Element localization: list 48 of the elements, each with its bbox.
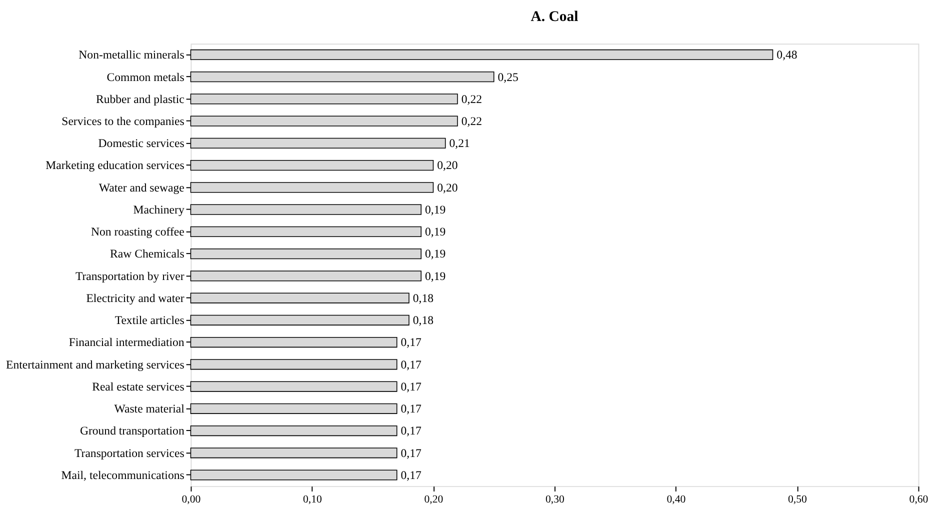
chart-title: A. Coal <box>530 9 578 26</box>
x-tick-label: 0,00 <box>182 493 201 506</box>
data-label: 0,48 <box>776 48 798 62</box>
data-label: 0,20 <box>437 180 458 194</box>
y-tick-label: Mail, telecommunications <box>61 468 185 482</box>
y-tick-label: Machinery <box>133 202 184 216</box>
y-tick-label: Services to the companies <box>62 114 185 128</box>
data-label: 0,18 <box>412 313 434 328</box>
y-tick-label: Financial intermediation <box>68 335 184 350</box>
data-label: 0,17 <box>400 446 422 460</box>
y-tick-label: Electricity and water <box>86 290 184 305</box>
data-label: 0,25 <box>498 70 519 84</box>
data-label: 0,19 <box>425 224 446 239</box>
x-tick-label: 0,40 <box>666 493 686 506</box>
y-tick-label: Water and sewage <box>98 180 184 194</box>
data-label: 0,19 <box>425 268 446 283</box>
data-label: 0,20 <box>437 158 458 172</box>
y-tick-label: Entertainment and marketing services <box>6 357 185 372</box>
y-tick-label: Domestic services <box>98 136 185 150</box>
y-tick-label: Real estate services <box>92 379 185 394</box>
y-tick-label: Ground transportation <box>80 424 184 438</box>
data-label: 0,21 <box>449 136 470 150</box>
y-tick-label: Textile articles <box>114 313 185 328</box>
data-label: 0,17 <box>400 379 422 394</box>
data-label: 0,22 <box>461 92 482 106</box>
data-label: 0,19 <box>425 246 446 261</box>
data-label: 0,18 <box>412 290 434 305</box>
y-tick-label: Marketing education services <box>46 158 185 172</box>
data-label: 0,17 <box>400 357 422 372</box>
data-label: 0,17 <box>400 468 422 482</box>
x-tick-label: 0,20 <box>424 493 444 506</box>
y-tick-label: Rubber and plastic <box>96 92 184 106</box>
y-tick-label: Raw Chemicals <box>110 246 185 261</box>
x-tick-label: 0,50 <box>788 493 807 506</box>
data-label: 0,19 <box>425 202 446 216</box>
x-tick-label: 0,60 <box>909 493 928 506</box>
y-tick-label: Waste material <box>114 402 186 416</box>
data-label: 0,17 <box>400 402 422 416</box>
x-tick-label: 0,30 <box>546 493 564 506</box>
x-tick-label: 0,10 <box>303 493 322 506</box>
y-tick-label: Non-metallic minerals <box>78 48 185 62</box>
y-tick-label: Non roasting coffee <box>90 224 184 239</box>
data-label: 0,17 <box>400 424 422 438</box>
data-label: 0,17 <box>400 335 422 350</box>
y-tick-label: Common metals <box>106 70 185 84</box>
y-tick-label: Transportation services <box>74 446 185 460</box>
y-tick-label: Transportation by river <box>75 268 184 283</box>
data-label: 0,22 <box>461 114 482 128</box>
